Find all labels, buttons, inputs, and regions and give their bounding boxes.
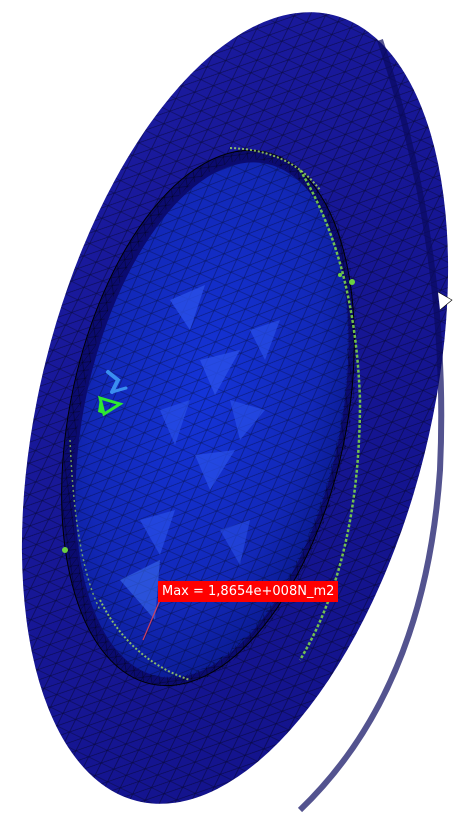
max-value-leader-line	[142, 599, 161, 641]
disc-recess	[61, 149, 355, 687]
fixed-constraint-icon[interactable]	[97, 370, 128, 417]
max-stress-label[interactable]: Max = 1,8654e+008N_m2	[158, 581, 339, 602]
